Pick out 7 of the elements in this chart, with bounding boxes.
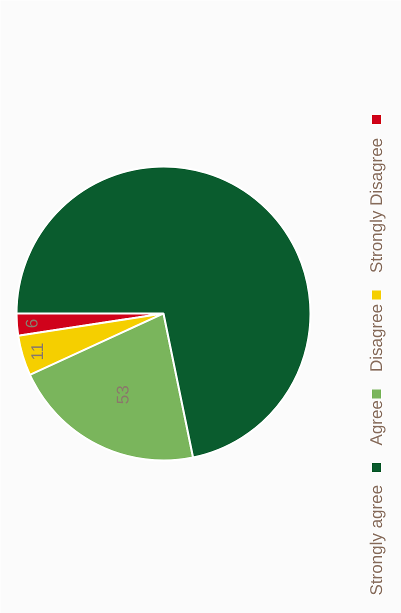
- data-label: 11: [28, 342, 47, 360]
- data-label: 6: [22, 318, 42, 328]
- legend-label: Disagree: [367, 304, 386, 372]
- data-label: 53: [113, 385, 132, 404]
- legend-label: Agree: [367, 400, 386, 446]
- legend-label: Strongly agree: [367, 484, 386, 596]
- legend-label: Strongly Disagree: [367, 138, 386, 273]
